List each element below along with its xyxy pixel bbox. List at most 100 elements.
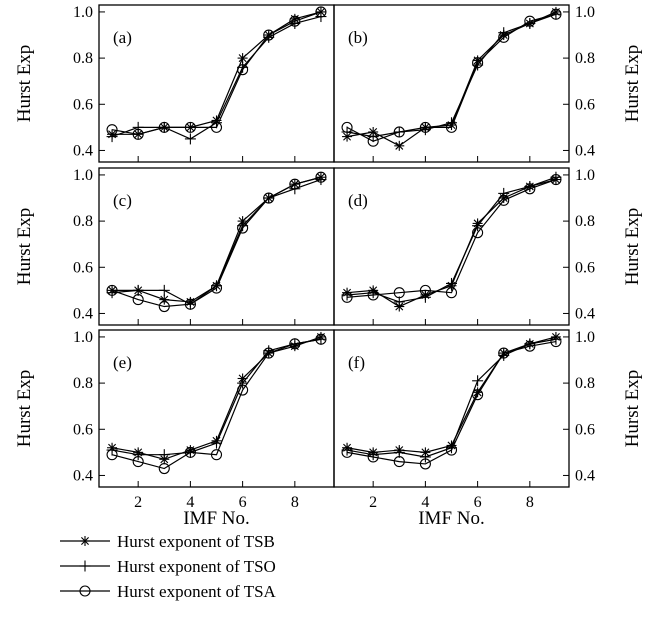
y-tick-label: 0.4 — [575, 142, 595, 159]
circle-marker — [289, 178, 301, 190]
y-tick-label: 0.6 — [73, 259, 93, 276]
data-point — [445, 444, 458, 456]
circle-marker — [315, 333, 327, 345]
data-point — [315, 333, 327, 345]
circle-marker — [184, 298, 196, 310]
data-point — [445, 287, 458, 299]
panel-label: (c) — [113, 191, 132, 210]
data-point — [498, 187, 510, 199]
circle-marker — [237, 222, 249, 234]
circle-marker — [263, 347, 275, 359]
data-point — [524, 338, 536, 350]
data-point — [445, 121, 458, 133]
circle-marker — [184, 121, 196, 133]
y-tick-label: 0.6 — [73, 96, 93, 113]
circle-marker — [445, 444, 458, 456]
circle-marker — [315, 6, 327, 18]
data-point — [393, 296, 405, 308]
plot-frame — [333, 4, 570, 163]
y-axis-label: Hurst Exp — [622, 370, 643, 448]
data-point — [419, 124, 431, 136]
legend-item: Hurst exponent of TSB — [60, 532, 275, 551]
y-tick-label: 1.0 — [73, 329, 93, 346]
plot-frame — [333, 167, 570, 326]
y-tick-label: 0.6 — [575, 96, 595, 113]
circle-marker — [419, 284, 431, 296]
circle-marker — [524, 15, 536, 27]
y-tick-label: 0.6 — [575, 421, 595, 438]
data-point — [132, 121, 144, 133]
x-tick-label: 8 — [291, 494, 299, 511]
circle-marker — [106, 124, 118, 136]
y-tick-label: 0.8 — [575, 50, 595, 67]
circle-marker — [367, 451, 379, 463]
data-point — [472, 227, 484, 239]
y-tick-label: 0.4 — [73, 142, 93, 159]
legend-item: Hurst exponent of TSO — [60, 557, 276, 576]
data-point — [106, 287, 118, 299]
data-point — [210, 282, 223, 294]
series-circle — [106, 333, 327, 475]
data-point — [237, 377, 249, 389]
circle-marker — [524, 183, 536, 195]
y-tick-label: 1.0 — [73, 4, 93, 21]
y-tick-label: 1.0 — [575, 329, 595, 346]
y-tick-label: 1.0 — [575, 167, 595, 184]
plot-frame — [98, 329, 335, 488]
data-point — [419, 284, 431, 296]
data-point — [289, 338, 301, 350]
data-point — [393, 446, 405, 458]
data-point — [184, 121, 196, 133]
y-tick-label: 1.0 — [575, 4, 595, 21]
data-point — [158, 462, 170, 475]
data-point — [132, 284, 144, 296]
panel-label: (f) — [348, 353, 365, 372]
star-marker-d2 — [81, 537, 89, 545]
series-plus — [341, 333, 562, 463]
circle-marker — [393, 126, 405, 138]
data-point — [550, 8, 562, 20]
legend-label: Hurst exponent of TSO — [117, 557, 276, 576]
series-star — [342, 6, 561, 151]
circle-marker — [550, 173, 562, 186]
circle-marker — [237, 64, 249, 76]
data-point — [394, 140, 405, 151]
legend-item: Hurst exponent of TSA — [60, 582, 277, 601]
y-tick-label: 0.8 — [73, 213, 93, 230]
legend-label: Hurst exponent of TSA — [117, 582, 277, 601]
circle-marker — [393, 456, 405, 468]
y-tick-label: 0.8 — [73, 50, 93, 67]
circle-marker — [472, 57, 484, 69]
series-line — [346, 336, 557, 453]
data-point — [550, 173, 562, 186]
data-point — [524, 15, 536, 27]
data-point — [315, 174, 327, 186]
panel-c: 0.4 0.6 0.8 1.0 Hurst Exp (c) — [14, 167, 335, 326]
plus-icon — [79, 560, 91, 572]
y-axis-label: Hurst Exp — [14, 208, 35, 286]
circle-marker — [289, 338, 301, 350]
data-point — [158, 300, 170, 313]
series-circle — [341, 173, 562, 303]
circle-marker — [106, 284, 118, 296]
x-tick-label: 2 — [369, 494, 377, 511]
data-point — [393, 456, 405, 468]
plot-frame — [98, 167, 335, 326]
panel-d: 0.4 0.6 0.8 1.0 Hurst Exp (d) — [333, 167, 643, 326]
circle-marker — [237, 384, 249, 396]
circle-marker — [289, 15, 301, 27]
data-point — [315, 171, 327, 183]
x-axis-label: IMF No. — [183, 508, 250, 529]
series-circle — [341, 335, 562, 470]
data-point — [237, 222, 249, 234]
star-marker-d2 — [238, 54, 247, 63]
circle-marker — [132, 128, 144, 140]
circle-marker — [550, 8, 562, 20]
series-plus — [341, 171, 562, 308]
circle-marker — [210, 282, 223, 294]
series-plus — [106, 333, 327, 461]
data-point — [393, 287, 405, 299]
data-point — [498, 194, 510, 206]
y-tick-label: 0.4 — [575, 305, 595, 322]
